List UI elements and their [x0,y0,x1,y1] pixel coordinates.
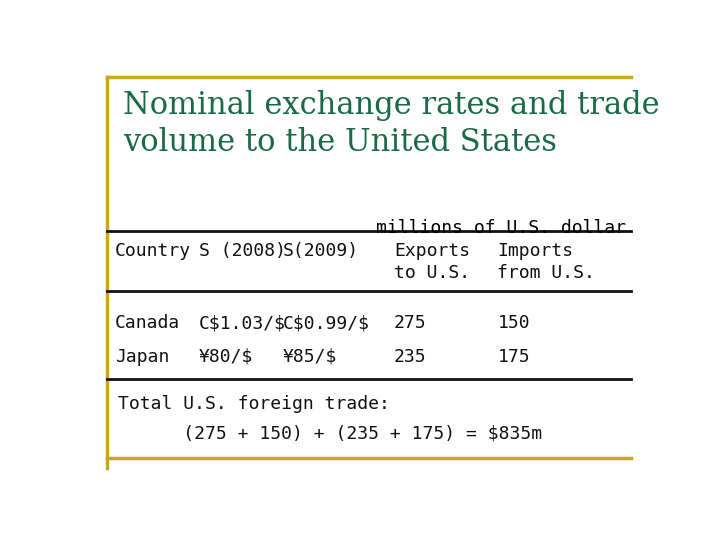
Text: (275 + 150) + (235 + 175) = \$835m: (275 + 150) + (235 + 175) = \$835m [118,424,542,442]
Text: C\$0.99/\$: C\$0.99/\$ [282,314,369,332]
Text: 150: 150 [498,314,530,332]
Text: Japan: Japan [115,348,169,366]
Text: 235: 235 [394,348,427,366]
Text: millions of U.S. dollar: millions of U.S. dollar [376,219,626,237]
Text: 275: 275 [394,314,427,332]
Text: Nominal exchange rates and trade
volume to the United States: Nominal exchange rates and trade volume … [124,90,660,158]
Text: S(2009): S(2009) [282,241,359,260]
Text: 175: 175 [498,348,530,366]
Text: ¥85/\$: ¥85/\$ [282,348,337,366]
Text: Total U.S. foreign trade:: Total U.S. foreign trade: [118,395,390,413]
Text: ¥80/\$: ¥80/\$ [199,348,253,366]
Text: Country: Country [115,241,192,260]
Text: Canada: Canada [115,314,181,332]
Text: Imports
from U.S.: Imports from U.S. [498,241,595,282]
Text: C\$1.03/\$: C\$1.03/\$ [199,314,286,332]
Text: S (2008): S (2008) [199,241,286,260]
Text: Exports
to U.S.: Exports to U.S. [394,241,470,282]
